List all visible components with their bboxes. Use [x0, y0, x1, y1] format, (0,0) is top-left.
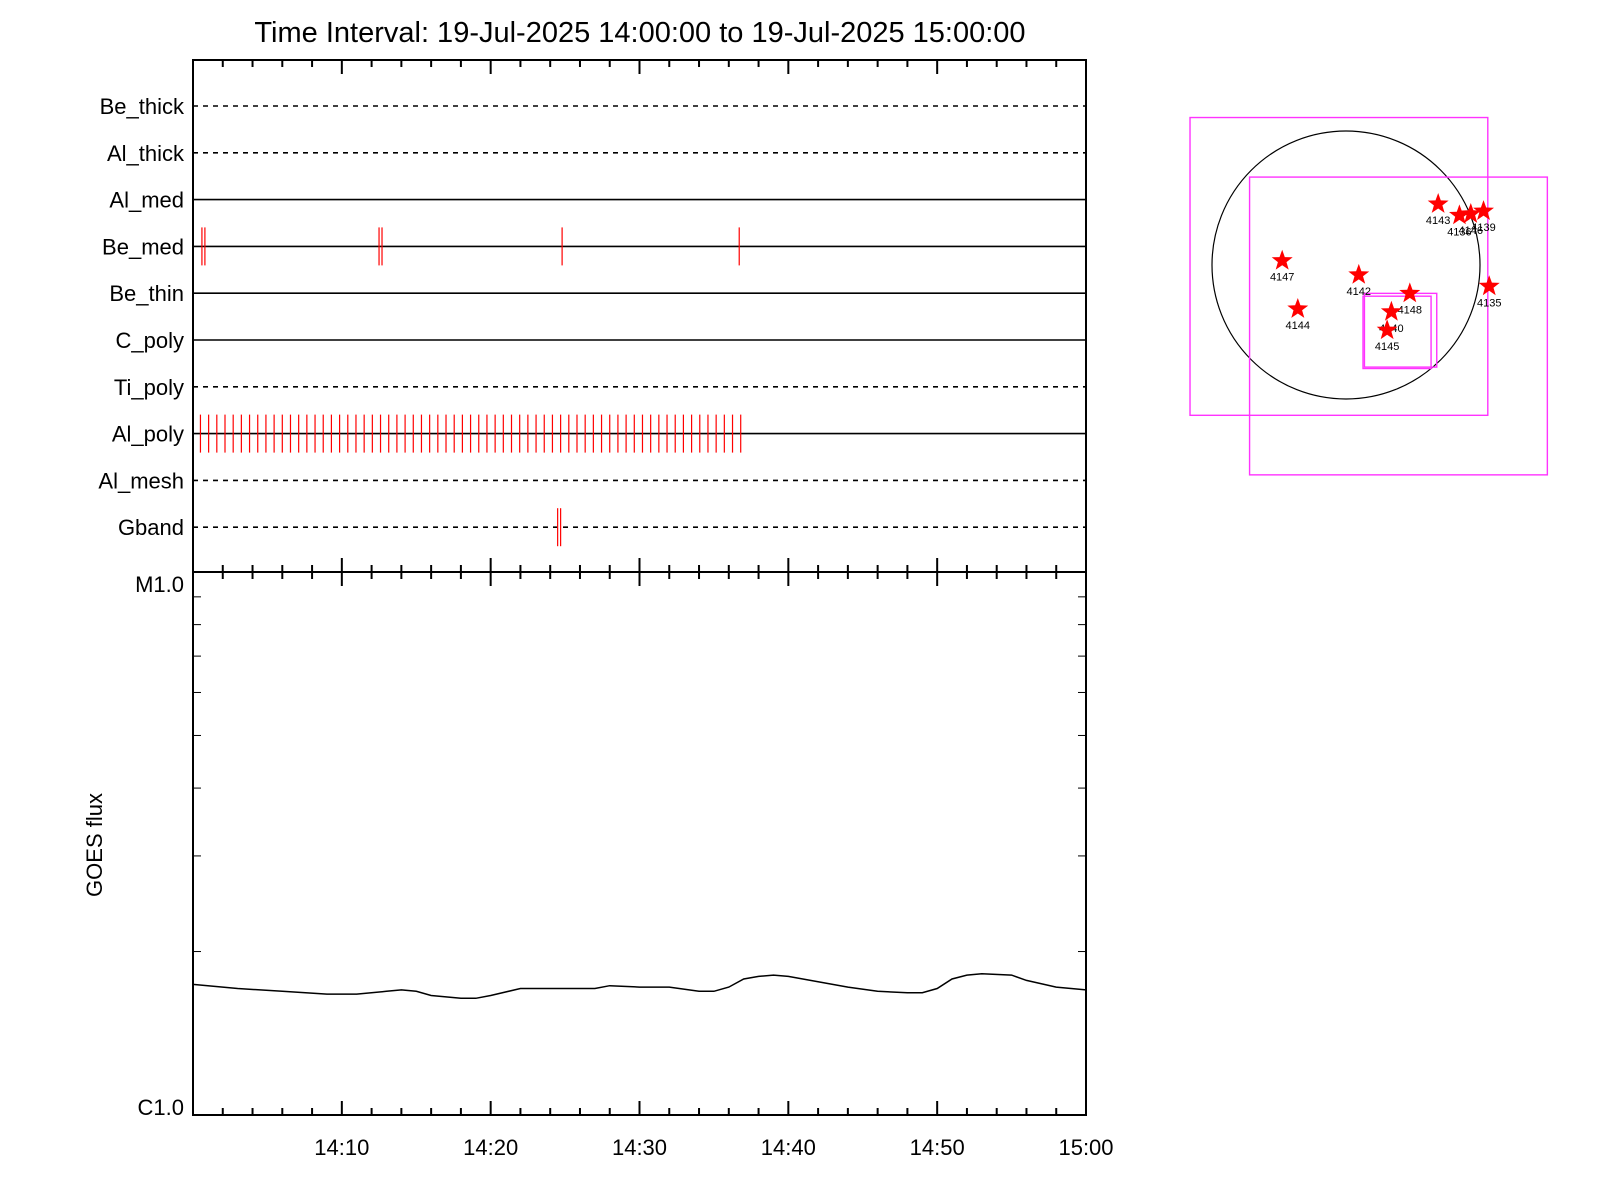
active-region-star [1271, 249, 1293, 270]
active-region-stars: 4143413941464136414741424135414841444140… [1270, 193, 1501, 353]
timeline-row-label: Be_thick [100, 94, 185, 119]
active-region-star [1348, 263, 1370, 284]
filter-timeline-panel: Be_thick Al_thick Al_med Be_med Be_thin C_pol… [98, 59, 1087, 573]
solar-disk-limb [1211, 130, 1481, 400]
active-region-label: 4139 [1471, 222, 1495, 234]
active-region-star [1478, 275, 1500, 296]
active-region-label: 4142 [1347, 286, 1371, 298]
fov-box [1248, 176, 1549, 476]
timeline-row-label: Be_thin [109, 281, 184, 306]
active-region-label: 4147 [1270, 272, 1294, 284]
timeline-row-label: Gband [118, 515, 184, 540]
field-of-view-boxes [1189, 116, 1549, 476]
x-tick-label: 14:20 [463, 1135, 518, 1160]
active-region-label: 4148 [1398, 304, 1422, 316]
x-tick-label: 15:00 [1058, 1135, 1113, 1160]
timeline-rows: Be_thick Al_thick Al_med Be_med Be_thin C_pol… [98, 94, 1086, 540]
active-region-label: 4136 [1447, 226, 1471, 238]
goes-y-axis-label: GOES flux [82, 793, 107, 897]
active-region-label: 4146 [1459, 225, 1483, 237]
x-tick-label: 14:30 [612, 1135, 667, 1160]
x-tick-label: 14:40 [761, 1135, 816, 1160]
active-region-star [1376, 319, 1398, 340]
solar-disk-map: 4143413941464136414741424135414841444140… [1189, 116, 1549, 476]
active-region-label: 4145 [1375, 341, 1399, 353]
goes-ticks [192, 572, 1087, 1115]
goes-y-bottom-label: C1.0 [138, 1095, 184, 1120]
active-region-star [1427, 193, 1449, 213]
timeline-row-label: Al_med [109, 188, 184, 213]
goes-frame [192, 571, 1087, 1116]
x-tick-label: 14:10 [314, 1135, 369, 1160]
active-region-star [1287, 298, 1309, 318]
active-region-label: 4135 [1477, 297, 1501, 309]
chart-title: Time Interval: 19-Jul-2025 14:00:00 to 1… [254, 17, 1025, 49]
timeline-row-label: C_poly [116, 328, 184, 353]
goes-flux-line [192, 973, 1087, 1000]
active-region-label: 4143 [1426, 215, 1450, 227]
fov-box [1363, 292, 1438, 368]
timeline-row-label: Al_poly [112, 422, 184, 447]
active-region-star [1399, 282, 1421, 303]
x-tick-label: 14:50 [910, 1135, 965, 1160]
timeline-ticks [192, 60, 1087, 572]
timeline-observation-marks [199, 227, 742, 547]
timeline-row-label: Ti_poly [114, 375, 184, 400]
timeline-row-label: Al_mesh [98, 468, 184, 493]
fov-box [1189, 116, 1489, 417]
goes-x-tick-labels: 14:10 14:20 14:30 14:40 14:50 15:00 [314, 1135, 1113, 1160]
active-region-star [1460, 203, 1482, 223]
goes-flux-panel: GOES flux M1.0 C1.0 14:10 14:20 14:30 14:40… [82, 571, 1114, 1160]
active-region-star [1449, 204, 1470, 225]
active-region-label: 4144 [1286, 320, 1310, 332]
active-region-star [1380, 300, 1402, 321]
timeline-row-label: Be_med [102, 234, 184, 259]
goes-y-top-label: M1.0 [135, 572, 184, 597]
fov-box [1362, 295, 1432, 370]
active-region-star [1473, 200, 1494, 220]
timeline-row-label: Al_thick [107, 141, 185, 166]
